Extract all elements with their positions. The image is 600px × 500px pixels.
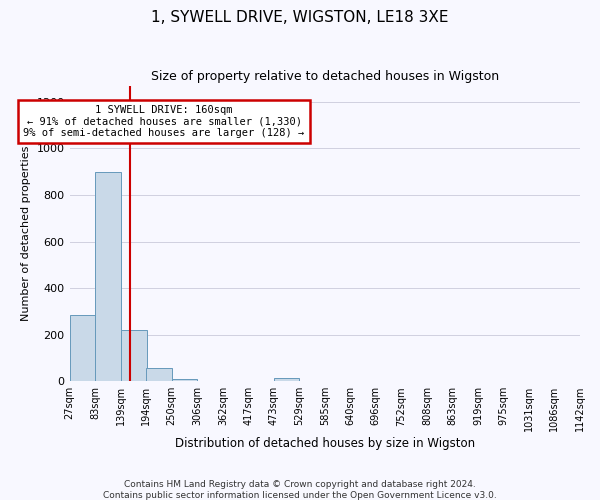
Text: Contains HM Land Registry data © Crown copyright and database right 2024.
Contai: Contains HM Land Registry data © Crown c…	[103, 480, 497, 500]
Bar	[146, 368, 172, 381]
Title: Size of property relative to detached houses in Wigston: Size of property relative to detached ho…	[151, 70, 499, 83]
Bar	[95, 172, 121, 381]
Text: 1, SYWELL DRIVE, WIGSTON, LE18 3XE: 1, SYWELL DRIVE, WIGSTON, LE18 3XE	[151, 10, 449, 25]
Bar	[274, 378, 299, 381]
Bar	[172, 379, 197, 381]
Text: 1 SYWELL DRIVE: 160sqm
← 91% of detached houses are smaller (1,330)
9% of semi-d: 1 SYWELL DRIVE: 160sqm ← 91% of detached…	[23, 105, 305, 138]
X-axis label: Distribution of detached houses by size in Wigston: Distribution of detached houses by size …	[175, 437, 475, 450]
Bar	[70, 315, 95, 381]
Bar	[121, 330, 146, 381]
Y-axis label: Number of detached properties: Number of detached properties	[21, 146, 31, 321]
